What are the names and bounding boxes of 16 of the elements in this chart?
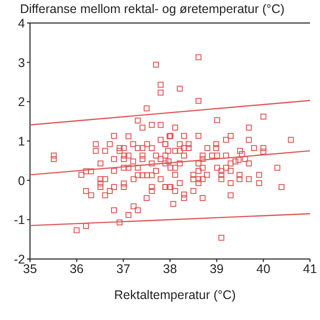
y-tick-label: 0: [18, 174, 26, 188]
x-axis-title: Rektaltemperatur (°C): [113, 288, 237, 302]
x-tick-label: 40: [256, 262, 270, 276]
y-tick-label: 1: [18, 134, 26, 148]
x-tick-label: 38: [163, 262, 177, 276]
x-tick-label: 39: [210, 262, 224, 276]
y-tick-label: 4: [18, 16, 26, 30]
y-tick-label: -1: [14, 213, 26, 228]
y-tick-label: 2: [18, 95, 26, 110]
x-tick-label: 36: [70, 262, 84, 276]
x-tick-label: 41: [303, 262, 317, 276]
chart-title: Differanse mellom rektal- og øretemperatur (°C): [20, 2, 285, 16]
y-tick-label: -2: [14, 252, 26, 266]
y-tick-label: 3: [18, 56, 26, 70]
x-tick-label: 37: [116, 262, 130, 276]
x-tick-label: 35: [23, 262, 37, 276]
